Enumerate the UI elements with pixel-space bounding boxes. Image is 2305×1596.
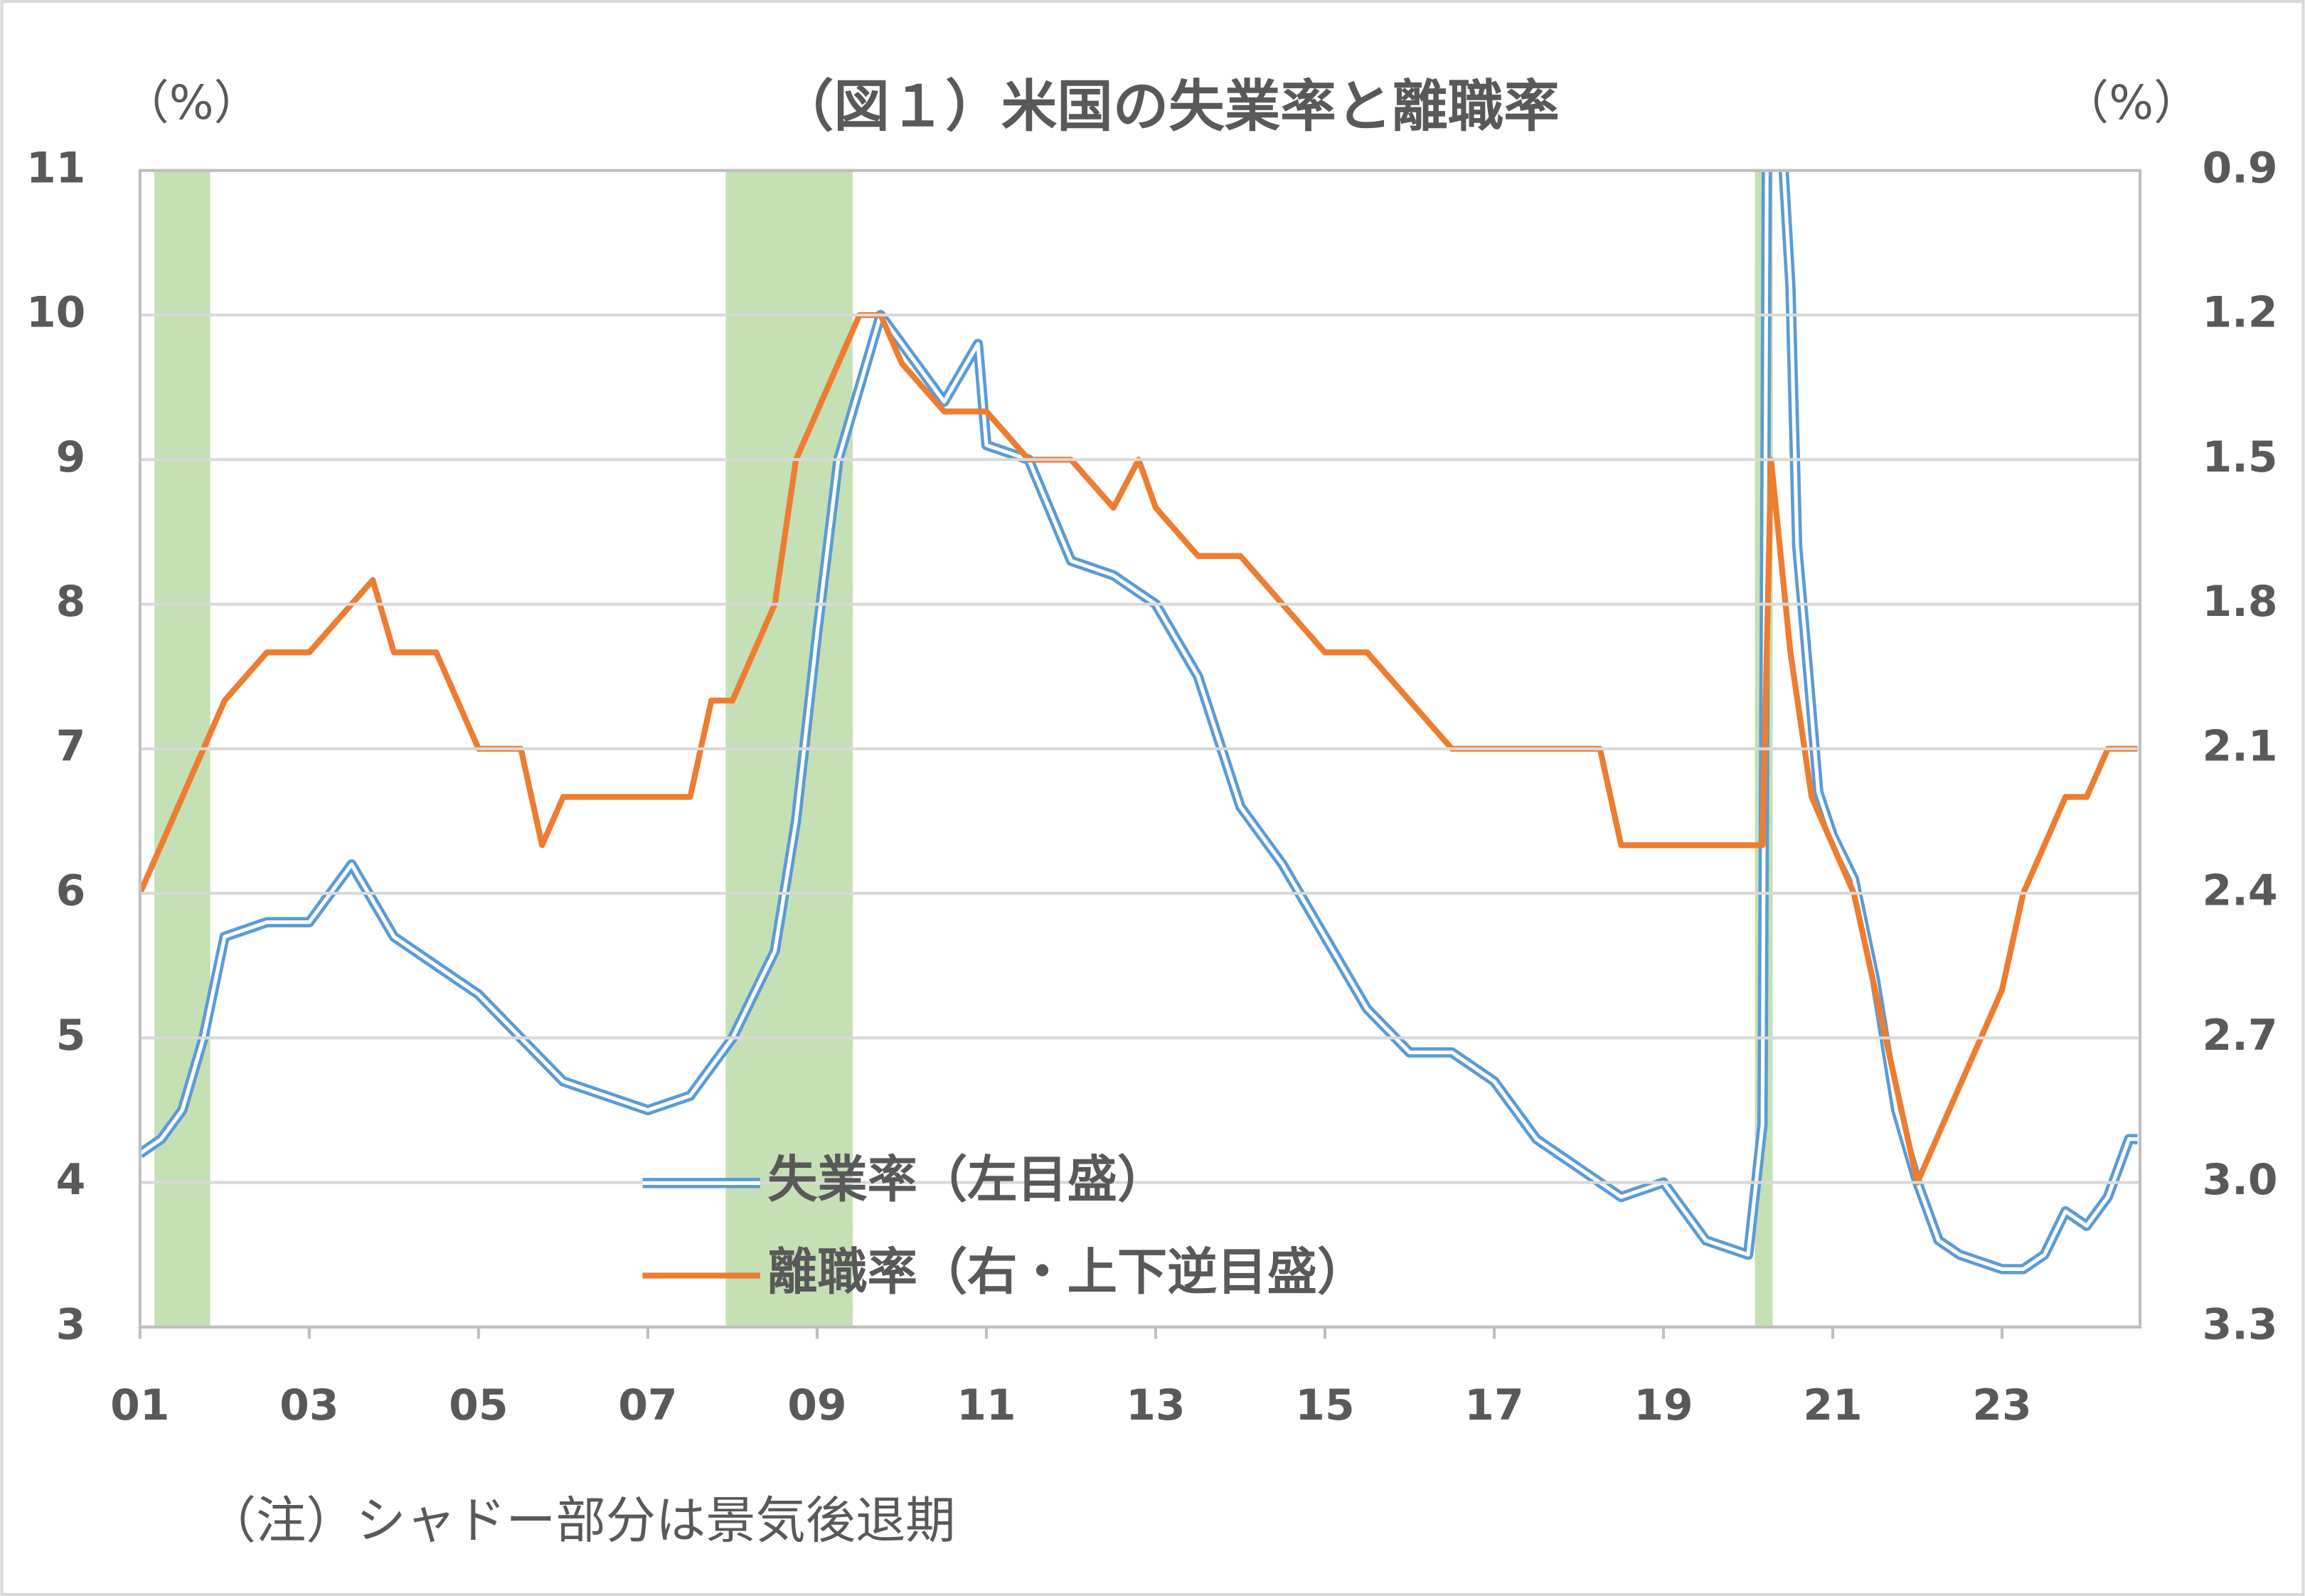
y2-tick-label: 2.4 <box>2202 866 2277 916</box>
y-tick-label: 7 <box>56 721 86 771</box>
x-tick-label: 05 <box>449 1380 508 1430</box>
y-tick-label: 5 <box>56 1011 86 1060</box>
y2-tick-label: 2.7 <box>2202 1011 2277 1060</box>
note: （注）シャドー部分は景気後退期 <box>206 1491 956 1550</box>
y2-tick-label: 1.5 <box>2202 432 2277 482</box>
x-tick-label: 19 <box>1634 1380 1693 1430</box>
legend-label: 失業率（左目盛） <box>767 1150 1167 1208</box>
y2-tick-label: 3.3 <box>2202 1299 2277 1349</box>
legend-label: 離職率（右・上下逆目盛） <box>767 1243 1367 1302</box>
y-tick-label: 6 <box>56 866 86 916</box>
y2-tick-label: 3.0 <box>2202 1155 2277 1205</box>
x-tick-label: 13 <box>1126 1380 1185 1430</box>
x-tick-label: 15 <box>1295 1380 1354 1430</box>
y-unit-left: （%） <box>122 75 261 130</box>
x-tick-label: 03 <box>280 1380 339 1430</box>
y2-tick-label: 2.1 <box>2202 721 2277 771</box>
y2-tick-label: 1.2 <box>2202 288 2277 338</box>
y-tick-label: 8 <box>56 577 86 627</box>
y-tick-label: 4 <box>56 1155 86 1205</box>
chart-title: （図１）米国の失業率と離職率 <box>778 73 1560 139</box>
x-tick-label: 21 <box>1803 1380 1862 1430</box>
x-tick-label: 01 <box>110 1380 169 1430</box>
x-tick-label: 11 <box>957 1380 1016 1430</box>
y-tick-label: 10 <box>26 288 85 338</box>
x-tick-label: 07 <box>618 1380 677 1430</box>
plot-border <box>138 169 2142 1329</box>
x-tick-label: 09 <box>787 1380 846 1430</box>
y2-tick-label: 0.9 <box>2202 143 2277 193</box>
y2-tick-label: 1.8 <box>2202 577 2277 627</box>
y-tick-label: 3 <box>56 1299 86 1349</box>
series-line-inner <box>139 170 2138 1272</box>
x-tick-label: 23 <box>1972 1380 2031 1430</box>
x-tick-label: 17 <box>1464 1380 1523 1430</box>
y-tick-label: 9 <box>56 432 86 482</box>
y-tick-label: 11 <box>26 143 85 193</box>
y-unit-right: （%） <box>2062 75 2200 130</box>
